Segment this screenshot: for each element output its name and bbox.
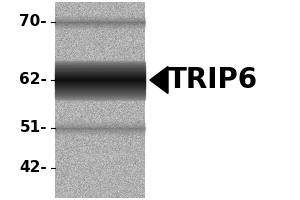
Bar [55, 2, 145, 198]
Text: TRIP6: TRIP6 [168, 66, 258, 94]
Text: 62-: 62- [19, 72, 47, 88]
Polygon shape [150, 66, 168, 94]
Text: 51-: 51- [20, 120, 47, 136]
Text: 42-: 42- [19, 160, 47, 176]
Text: 70-: 70- [20, 15, 47, 29]
